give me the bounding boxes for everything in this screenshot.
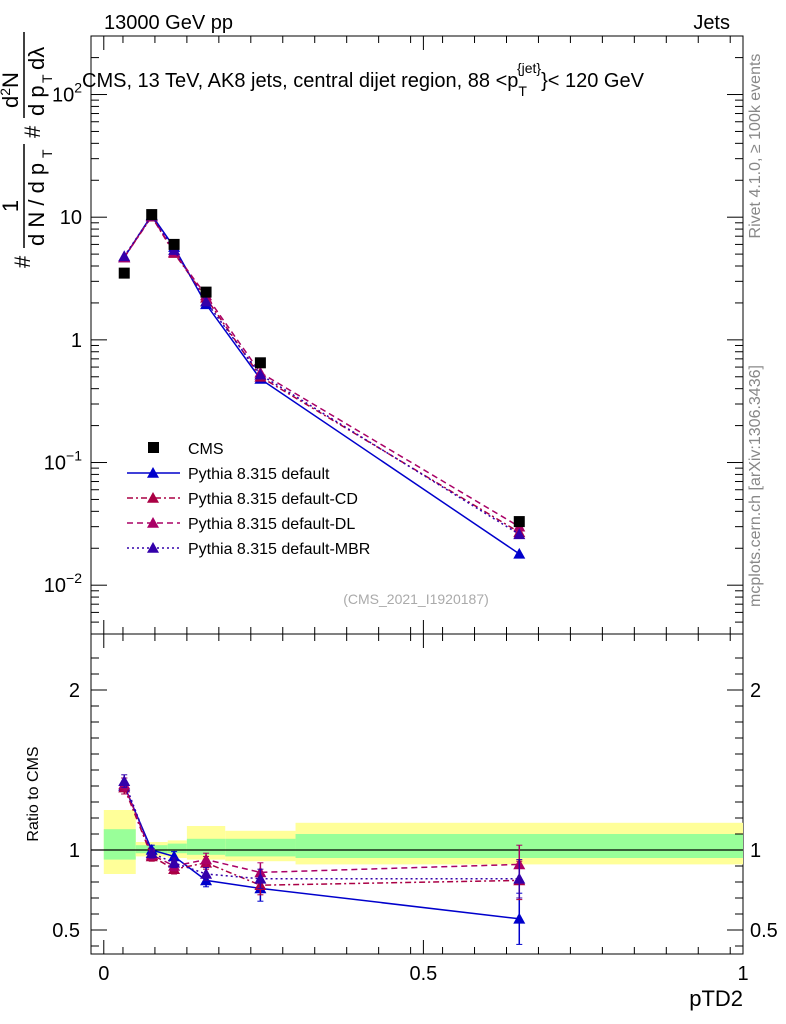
title-sub: T (518, 83, 527, 99)
title-main: CMS, 13 TeV, AK8 jets, central dijet reg… (82, 70, 518, 92)
legend: CMS Pythia 8.315 default Pythia 8.315 defa… (127, 441, 370, 558)
main-line-mbr (123, 214, 520, 535)
category-label: Jets (693, 12, 730, 34)
analysis-watermark: (CMS_2021_I1920187) (343, 591, 489, 607)
ratio-y-tick-label-left: 0.5 (52, 920, 80, 942)
ratio-marker-mbr (168, 856, 181, 868)
cms-data-point (254, 357, 266, 369)
legend-marker-dl (147, 517, 159, 528)
legend-label-mbr: Pythia 8.315 default-MBR (188, 541, 370, 558)
x-tick-label: 0.5 (409, 963, 437, 985)
ratio-marker-dl (200, 853, 213, 865)
legend-label-dl: Pythia 8.315 default-DL (188, 516, 355, 533)
band-inner-3 (186, 838, 226, 855)
energy-label: 13000 GeV pp (104, 12, 233, 34)
legend-label-cms: CMS (188, 441, 224, 458)
ratio-line-default (123, 785, 520, 920)
plot-title: CMS, 13 TeV, AK8 jets, central dijet reg… (82, 60, 645, 99)
main-y-tick-label: 10−2 (44, 570, 82, 597)
legend-marker-cms (148, 442, 159, 453)
ratio-y-tick-label-left: 2 (69, 680, 80, 702)
ratio-plot-frame (90, 633, 744, 955)
main-y-tick-exponent: 2 (74, 80, 82, 96)
ylabel-hash1: # (10, 255, 35, 268)
main-marker-mbr (118, 250, 131, 262)
cms-data-point (168, 238, 180, 250)
title-end: }< 120 GeV (541, 70, 645, 92)
ratio-marker-mbr (145, 847, 158, 858)
main-y-tick-exponent: −1 (66, 448, 82, 464)
ratio-marker-mbr (254, 872, 267, 884)
main-y-tick-base: 1 (71, 330, 82, 352)
ylabel-d2n-d: d (0, 96, 23, 108)
main-y-tick-label: 102 (52, 80, 82, 107)
main-y-tick-base: 10 (44, 453, 66, 475)
ratio-y-tick-label-right: 2 (750, 680, 761, 702)
main-marker-mbr (254, 368, 267, 380)
rivet-label: Rivet 4.1.0, ≥ 100k events (747, 54, 764, 239)
ratio-marker-mbr (513, 872, 526, 884)
mcplots-label: mcplots.cern.ch [arXiv:1306.3436] (747, 365, 764, 607)
ylabel-sub-t2: T (39, 74, 55, 83)
band-inner-4 (225, 838, 296, 857)
ratio-y-tick-label-left: 1 (69, 840, 80, 862)
cms-data-point (200, 286, 212, 298)
cms-data-point (146, 209, 158, 221)
ratio-marker-mbr (118, 775, 131, 786)
title-sup: {jet} (517, 60, 541, 76)
legend-label-default: Pythia 8.315 default (188, 466, 330, 483)
ylabel-d2n-n: N (0, 72, 23, 88)
ratio-series (118, 774, 526, 945)
legend-marker-mbr (147, 542, 159, 553)
ratio-marker-mbr (200, 868, 213, 879)
ylabel-dpt: d p (24, 85, 49, 116)
ylabel-dlambda: dλ (24, 47, 49, 70)
main-y-tick-base: 10 (52, 85, 74, 107)
ratio-y-tick-label-right: 0.5 (750, 920, 778, 942)
ylabel-sub-t1: T (39, 149, 55, 158)
cms-data-point (118, 267, 130, 279)
main-y-tick-base: 10 (44, 575, 66, 597)
band-inner-0 (103, 829, 136, 860)
main-y-tick-label: 1 (71, 330, 82, 352)
legend-marker-cd (147, 492, 159, 503)
ylabel-d2n: d2N (0, 72, 23, 108)
main-marker-mbr (513, 528, 526, 540)
ratio-y-tick-label-right: 1 (750, 840, 761, 862)
legend-marker-default (147, 467, 159, 478)
x-tick-label: 1 (737, 963, 748, 985)
ratio-ylabel: Ratio to CMS (25, 746, 42, 841)
cms-data-point (513, 516, 525, 528)
main-y-tick-label: 10 (60, 207, 82, 229)
ylabel-one: 1 (0, 200, 23, 212)
ylabel-denom: d N / d p (24, 163, 49, 246)
ratio-marker-default (513, 912, 526, 924)
ratio-uncertainty-bands (103, 810, 743, 874)
main-ylabel: # 1 d N / d p T # d2N d p T dλ (0, 32, 55, 268)
legend-label-cd: Pythia 8.315 default-CD (188, 491, 358, 508)
x-axis-label: pTD2 (689, 986, 743, 1011)
ylabel-hash2: # (20, 125, 45, 138)
main-marker-default (513, 547, 526, 559)
main-marker-mbr (200, 295, 213, 307)
main-series (118, 209, 526, 559)
ylabel-d2n-sup: 2 (0, 88, 13, 96)
band-inner-2 (167, 843, 187, 854)
x-tick-label: 0 (98, 963, 109, 985)
main-y-tick-exponent: −2 (66, 570, 82, 586)
main-y-tick-label: 10−1 (44, 448, 82, 475)
main-y-tick-base: 10 (60, 207, 82, 229)
